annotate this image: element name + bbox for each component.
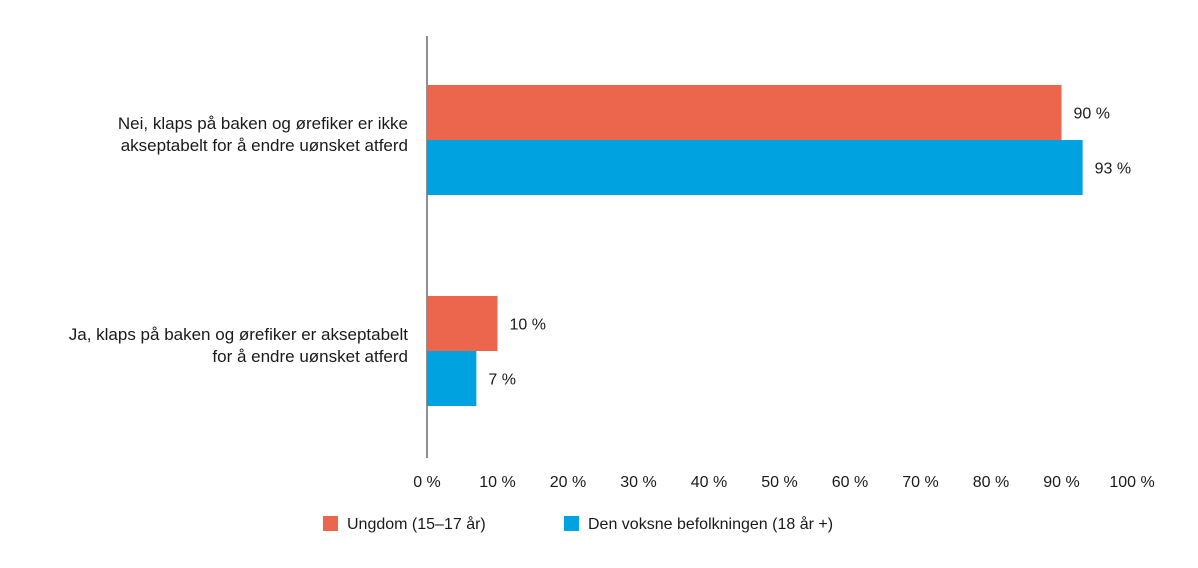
x-tick-label-50: 50 % <box>761 474 797 491</box>
category-label-1: Nei, klaps på baken og ørefiker er ikke a… <box>118 114 408 155</box>
category-label-2: Ja, klaps på baken og ørefiker er aksept… <box>69 325 409 366</box>
x-tick-label-10: 10 % <box>479 474 515 491</box>
data-label-1-series-1: 90 % <box>1074 106 1110 123</box>
data-label-2-series-2: 7 % <box>488 372 516 389</box>
x-tick-label-40: 40 % <box>691 474 727 491</box>
x-tick-label-60: 60 % <box>832 474 868 491</box>
legend-swatch-1 <box>323 516 338 531</box>
bar-1-series-1 <box>427 85 1062 140</box>
legend-label-1: Ungdom (15–17 år) <box>347 515 486 533</box>
data-label-2-series-1: 10 % <box>510 317 546 334</box>
x-tick-label-0: 0 % <box>413 474 441 491</box>
x-tick-label-80: 80 % <box>973 474 1009 491</box>
x-tick-label-30: 30 % <box>620 474 656 491</box>
category-labels: Nei, klaps på baken og ørefiker er ikke a… <box>69 114 409 366</box>
x-tick-label-100: 100 % <box>1109 474 1154 491</box>
bar-1-series-2 <box>427 140 1083 195</box>
bar-2-series-2 <box>427 351 477 406</box>
legend: Ungdom (15–17 år) Den voksne befolkningen… <box>323 515 833 533</box>
x-tick-labels: 0 % 10 % 20 % 30 % 40 % 50 % 60 % 70 % 80 % 90 % 1… <box>413 474 1154 491</box>
x-tick-label-90: 90 % <box>1043 474 1079 491</box>
x-tick-label-20: 20 % <box>550 474 586 491</box>
data-label-1-series-2: 93 % <box>1095 161 1131 178</box>
bar-2-series-1 <box>427 296 498 351</box>
legend-swatch-2 <box>564 516 579 531</box>
x-tick-label-70: 70 % <box>902 474 938 491</box>
bars-group: 90 % 93 % 10 % 7 % <box>427 85 1131 406</box>
legend-label-2: Den voksne befolkningen (18 år +) <box>588 515 833 533</box>
